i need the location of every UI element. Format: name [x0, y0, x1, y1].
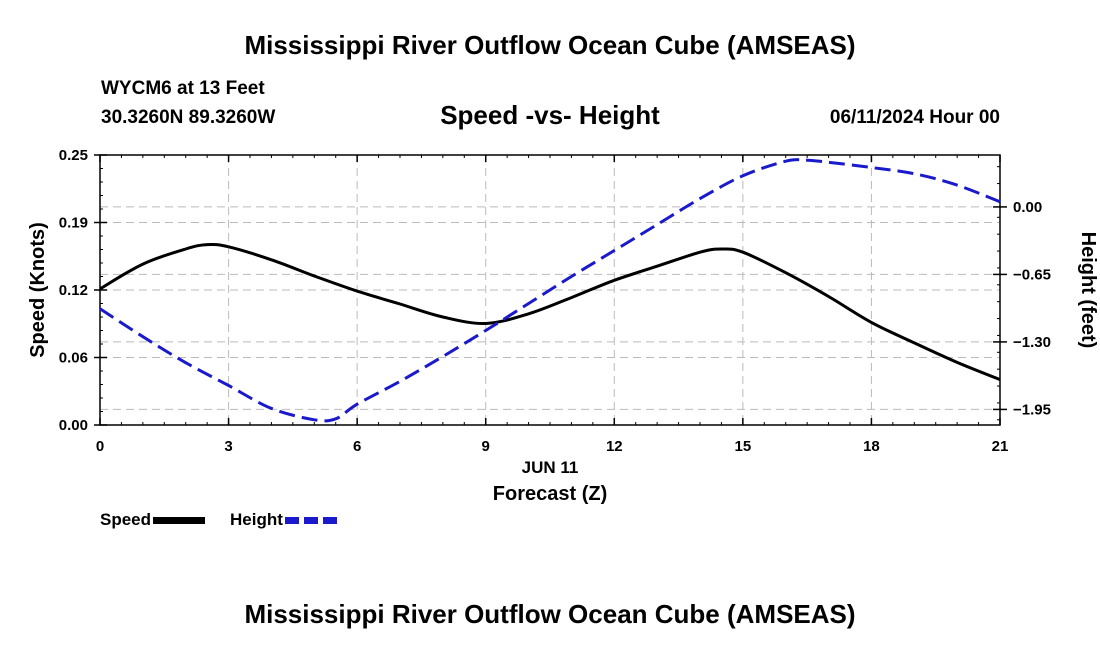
x-tick-label: 15 [735, 438, 752, 455]
bottom-title: Mississippi River Outflow Ocean Cube (AM… [244, 599, 856, 629]
y-tick-label: 0.19 [59, 215, 88, 232]
y-tick-label: 0.06 [59, 350, 88, 367]
y-axis-label: Speed (Knots) [27, 222, 49, 358]
y-tick-label: 0.25 [59, 147, 88, 164]
y2-tick-label: −0.65 [1013, 266, 1051, 283]
x-tick-label: 0 [96, 438, 104, 455]
x-axis-date-label: JUN 11 [522, 458, 579, 477]
y2-axis-label: Height (feet) [1077, 232, 1099, 349]
legend-speed-swatch [153, 516, 206, 524]
speed-series-line [99, 242, 1001, 381]
x-tick-label: 3 [224, 438, 232, 455]
y2-tick-label: −1.95 [1013, 401, 1051, 418]
station-label: WYCM6 at 13 Feet [101, 78, 265, 99]
x-tick-label: 18 [863, 438, 880, 455]
datetime-label: 06/11/2024 Hour 00 [829, 107, 1000, 128]
legend-height: Height [230, 510, 337, 530]
coordinates-label: 30.3260N 89.3260W [101, 107, 276, 128]
x-axis-label: Forecast (Z) [493, 483, 607, 505]
height-series-line [99, 158, 1001, 423]
y2-tick-label: −1.30 [1013, 334, 1051, 351]
y2-tick-label: 0.00 [1013, 199, 1042, 216]
legend-height-swatch [284, 516, 337, 524]
x-tick-label: 6 [353, 438, 361, 455]
x-tick-label: 9 [482, 438, 490, 455]
legend-speed-label: Speed [100, 510, 152, 529]
legend-speed: Speed [100, 510, 206, 530]
y-tick-label: 0.12 [59, 282, 88, 299]
legend-height-label: Height [230, 510, 283, 529]
y-tick-label: 0.00 [59, 417, 88, 434]
main-title: Mississippi River Outflow Ocean Cube (AM… [244, 30, 856, 60]
chart-subtitle: Speed -vs- Height [440, 100, 660, 130]
x-tick-label: 12 [606, 438, 623, 455]
x-tick-label: 21 [992, 438, 1009, 455]
